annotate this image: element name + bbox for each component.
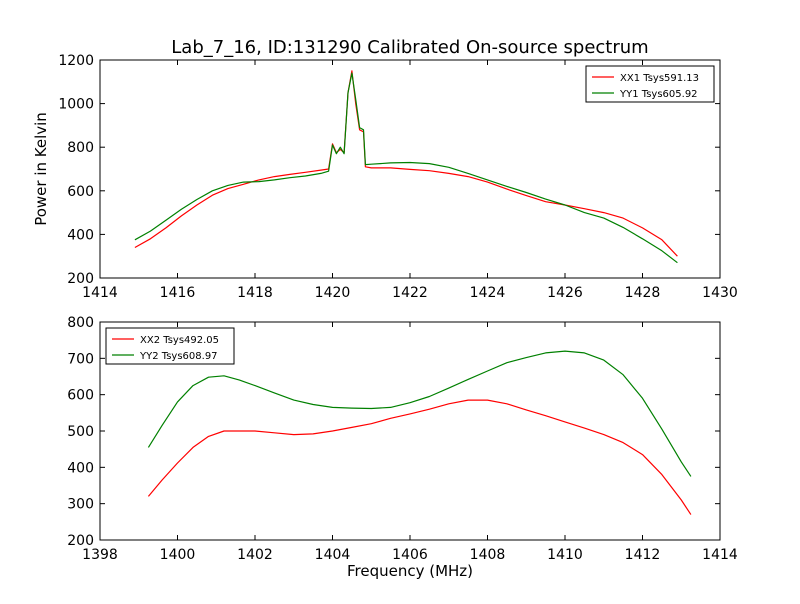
y-tick-label: 400 [67, 460, 94, 476]
legend-entry: YY2 Tsys608.97 [139, 351, 218, 362]
x-tick-label: 1408 [470, 547, 506, 563]
x-tick-label: 1414 [82, 285, 118, 301]
legend-entry: XX1 Tsys591.13 [620, 73, 699, 84]
y-tick-label: 200 [67, 533, 94, 549]
y-tick-label: 500 [67, 424, 94, 440]
x-tick-label: 1402 [237, 547, 273, 563]
y-tick-label: 1200 [58, 53, 94, 69]
legend-entry: XX2 Tsys492.05 [140, 335, 219, 346]
x-tick-label: 1430 [702, 285, 738, 301]
legend-entry: YY1 Tsys605.92 [619, 89, 698, 100]
x-tick-label: 1398 [82, 547, 118, 563]
x-tick-label: 1410 [547, 547, 583, 563]
x-tick-label: 1412 [625, 547, 661, 563]
legend-box [585, 65, 715, 103]
legend: XX2 Tsys492.05 YY2 Tsys608.97 [105, 327, 235, 365]
x-tick-label: 1400 [160, 547, 196, 563]
y-tick-label: 200 [67, 271, 94, 287]
y-tick-label: 600 [67, 388, 94, 404]
y-tick-label: 600 [67, 184, 94, 200]
y-axis-label: Power in Kelvin [32, 112, 50, 226]
x-tick-label: 1406 [392, 547, 428, 563]
x-tick-label: 1414 [702, 547, 738, 563]
x-tick-label: 1424 [470, 285, 506, 301]
x-tick-label: 1404 [315, 547, 351, 563]
y-tick-label: 800 [67, 315, 94, 331]
series-line-yy2 [147, 350, 692, 477]
y-tick-label: 300 [67, 497, 94, 513]
top-plot: 1414 1416 1418 1420 1422 1424 1426 1428 1430 200 4… [32, 53, 738, 301]
legend: XX1 Tsys591.13 YY1 Tsys605.92 [585, 65, 715, 103]
series-line-xx2 [147, 399, 692, 515]
x-tick-label: 1426 [547, 285, 583, 301]
series-line-yy1 [134, 72, 678, 264]
x-tick-label: 1420 [315, 285, 351, 301]
y-tick-label: 700 [67, 351, 94, 367]
y-tick-label: 400 [67, 227, 94, 243]
y-tick-label: 1000 [58, 97, 94, 113]
bottom-plot: 1398 1400 1402 1404 1406 1408 1410 1412 1414 200 3… [67, 315, 738, 580]
x-tick-label: 1428 [625, 285, 661, 301]
x-axis-label: Frequency (MHz) [347, 562, 473, 580]
figure-title: Lab_7_16, ID:131290 Calibrated On-source… [171, 37, 648, 58]
x-tick-label: 1416 [160, 285, 196, 301]
legend-box [105, 327, 235, 365]
x-tick-label: 1418 [237, 285, 273, 301]
x-tick-label: 1422 [392, 285, 428, 301]
y-tick-label: 800 [67, 140, 94, 156]
